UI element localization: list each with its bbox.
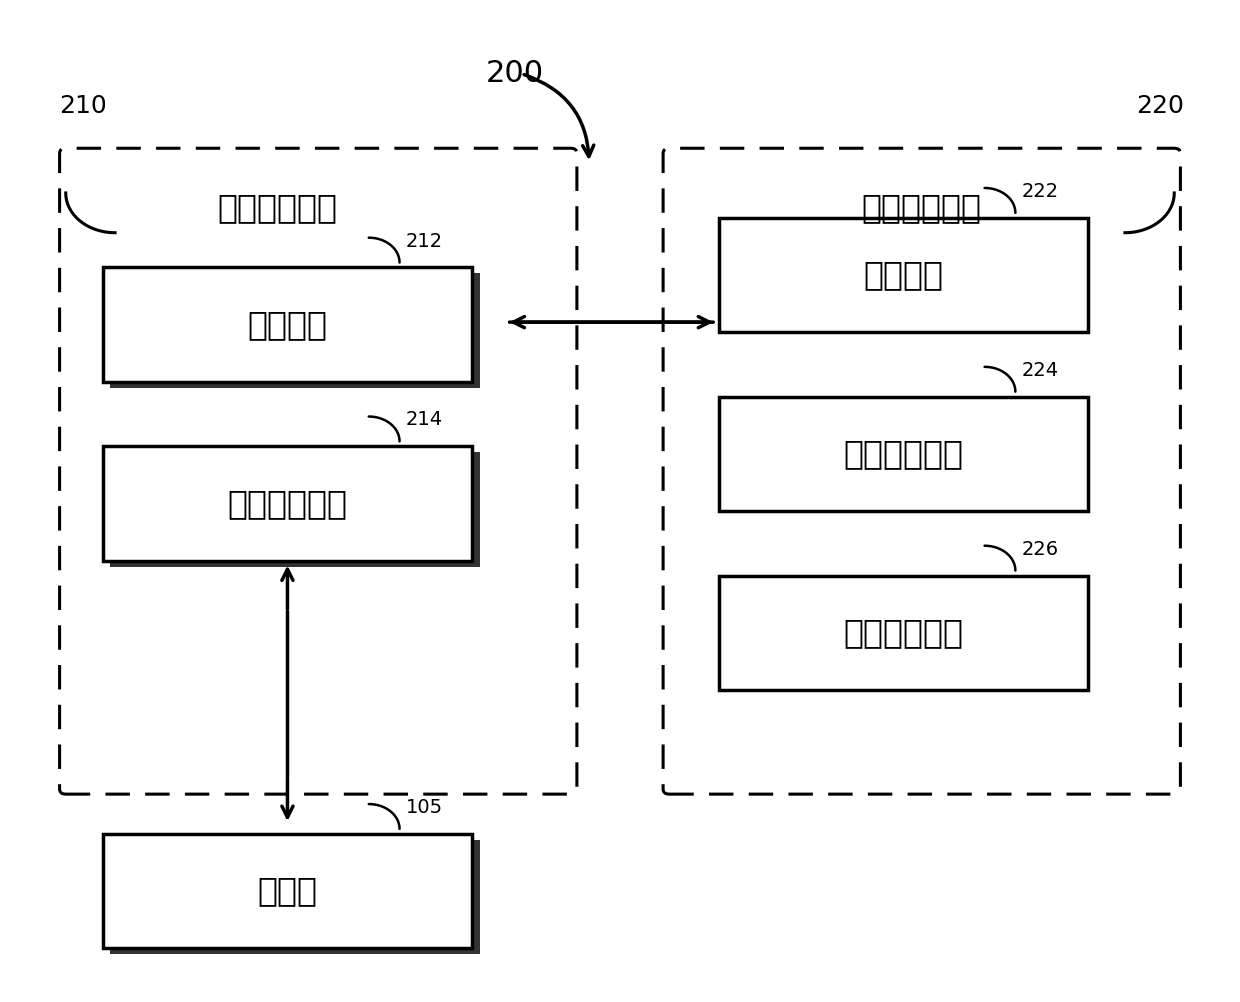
Text: 224: 224 <box>1022 361 1059 380</box>
FancyBboxPatch shape <box>103 834 472 948</box>
FancyBboxPatch shape <box>103 268 472 382</box>
Text: 信息处理模块: 信息处理模块 <box>843 437 963 470</box>
FancyBboxPatch shape <box>718 397 1087 511</box>
FancyBboxPatch shape <box>718 575 1087 689</box>
Text: 222: 222 <box>1022 182 1059 201</box>
Text: 通信模块: 通信模块 <box>248 309 327 341</box>
Text: 220: 220 <box>1136 94 1184 118</box>
Text: 信息处理模块: 信息处理模块 <box>227 487 347 520</box>
Text: 驾驶控制模块: 驾驶控制模块 <box>843 616 963 649</box>
Text: 210: 210 <box>60 94 108 118</box>
Text: 226: 226 <box>1022 540 1059 559</box>
FancyBboxPatch shape <box>663 148 1180 795</box>
FancyBboxPatch shape <box>103 446 472 561</box>
Text: 通信模块: 通信模块 <box>863 259 944 292</box>
Text: 105: 105 <box>405 798 443 817</box>
FancyBboxPatch shape <box>110 274 480 388</box>
FancyBboxPatch shape <box>110 452 480 566</box>
Text: 200: 200 <box>486 59 544 88</box>
FancyBboxPatch shape <box>718 217 1087 332</box>
Text: 传感器: 传感器 <box>258 875 317 908</box>
Text: 212: 212 <box>405 231 443 250</box>
FancyBboxPatch shape <box>60 148 577 795</box>
Text: 车侧控制装置: 车侧控制装置 <box>862 191 982 224</box>
Text: 214: 214 <box>405 411 443 430</box>
FancyBboxPatch shape <box>110 840 480 954</box>
Text: 路侧辅助装置: 路侧辅助装置 <box>218 191 337 224</box>
